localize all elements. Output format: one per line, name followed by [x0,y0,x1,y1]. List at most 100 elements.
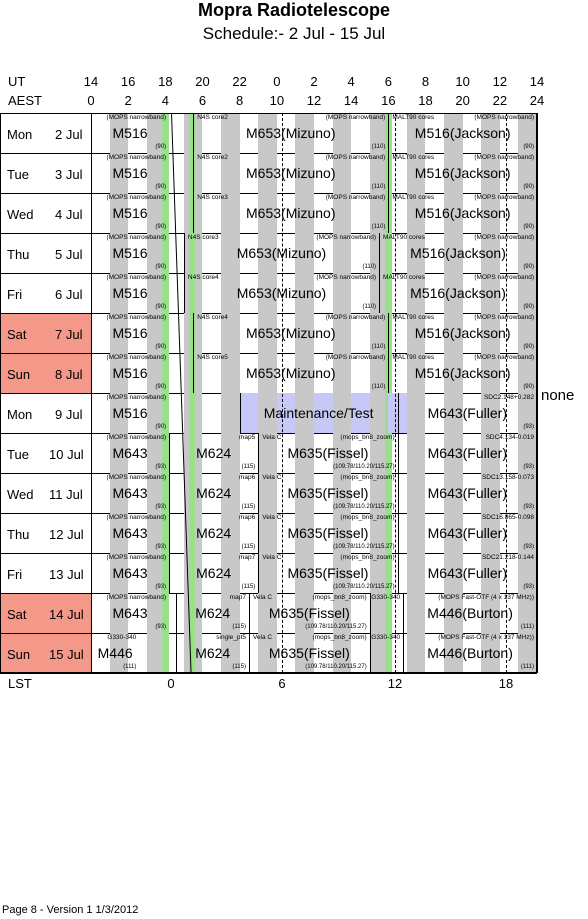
schedule-block[interactable] [193,113,389,153]
hour-stripe [258,313,277,353]
schedule-block[interactable] [397,513,538,553]
hour-stripe [109,273,129,313]
schedule-block[interactable] [193,153,389,193]
aest-tick-label: 0 [87,93,95,108]
project-label: M516 [112,325,148,341]
schedule-block[interactable] [169,513,259,553]
block-note: G330-340 [107,634,137,641]
schedule-block[interactable] [388,153,538,193]
day-date: 5 Jul [55,247,83,262]
block-code: (90) [523,144,534,150]
maintenance-stripe [239,393,259,433]
hour-stripe [258,473,277,513]
schedule-block[interactable] [193,313,389,353]
twilight-stripe [384,273,393,313]
twilight-stripe [161,593,170,633]
hour-stripe [518,153,537,193]
project-label: M653(Mizuno) [246,205,336,221]
block-code: (90) [155,184,167,190]
day-name: Mon [7,407,33,422]
hour-stripe [369,553,389,593]
schedule-block[interactable] [258,473,398,513]
block-note: (MOPS narrowband) [474,194,534,201]
hour-stripe [109,473,129,513]
schedule-block[interactable] [176,633,249,673]
hour-stripe [221,473,240,513]
day-cell [0,473,91,514]
twilight-stripe [161,513,170,553]
project-label: M643(Fuller) [427,445,507,461]
hour-stripe [258,153,277,193]
project-label: M635(Fissel) [268,605,350,621]
hour-stripe [146,473,166,513]
hour-stripe [481,633,500,673]
twilight-stripe [189,593,196,633]
lst-tick-label: 6 [278,676,286,691]
block-note: SDC13.158-0.073 [481,474,534,481]
day-cell [0,193,91,234]
day-date: 10 Jul [49,447,84,462]
schedule-block[interactable] [258,433,398,473]
schedule-block[interactable] [258,553,398,593]
hour-stripe [369,113,389,153]
block-note: (mops_bn8_zoom) [340,554,395,561]
project-label: M643 [112,525,148,541]
schedule-block[interactable] [193,193,389,233]
project-label: M516 [112,365,148,381]
hour-stripe [369,433,389,473]
schedule-block[interactable] [248,593,371,633]
schedule-block[interactable] [369,633,404,673]
hour-stripe [146,393,166,433]
schedule-block[interactable] [388,113,538,153]
block-code: (93) [523,504,534,510]
schedule-block[interactable] [193,353,389,393]
schedule-block[interactable] [169,433,259,473]
block-code: (90) [155,304,167,310]
block-note: (mops_bn8_zoom) [312,594,367,601]
twilight-stripe [161,193,170,233]
hour-stripe [444,393,463,433]
project-label: M446 [97,645,133,661]
schedule-block[interactable] [183,273,380,313]
schedule-block[interactable] [403,633,538,673]
schedule-block[interactable] [397,393,538,433]
row-divider [0,673,537,674]
schedule-block[interactable] [397,473,538,513]
schedule-block[interactable] [169,553,259,593]
schedule-block[interactable] [379,233,538,273]
hour-stripe [332,113,352,153]
twilight-stripe [189,353,196,393]
ut-axis-label: UT [8,74,26,89]
schedule-block[interactable] [388,193,538,233]
schedule-block[interactable] [388,353,538,393]
schedule-block[interactable] [403,593,538,633]
hour-stripe [146,113,166,153]
hour-stripe [295,153,314,193]
twilight-stripe [189,313,196,353]
schedule-block[interactable] [169,473,259,513]
day-name: Tue [7,167,29,182]
block-note: (MOPS narrowband) [474,154,534,161]
project-label: M624 [195,645,231,661]
schedule-block[interactable] [176,593,249,633]
schedule-block[interactable] [239,393,399,433]
hour-stripe [221,513,240,553]
schedule-block[interactable] [379,273,538,313]
schedule-block[interactable] [258,513,398,553]
aest-tick-label: 22 [492,93,508,108]
block-note-secondary: Vela C [262,514,282,521]
day-date: 3 Jul [55,167,83,182]
schedule-block[interactable] [248,633,371,673]
twilight-stripe [189,193,196,233]
block-note-secondary: N4S core4 [197,314,228,321]
schedule-block[interactable] [369,593,404,633]
schedule-block[interactable] [397,433,538,473]
schedule-block[interactable] [388,313,538,353]
grid-right-edge [537,113,538,673]
block-note: (MOPS narrowband) [106,194,167,201]
twilight-stripe [189,473,196,513]
twilight-stripe [384,593,393,633]
hour-stripe [481,393,500,433]
schedule-block[interactable] [183,233,380,273]
schedule-block[interactable] [397,553,538,593]
